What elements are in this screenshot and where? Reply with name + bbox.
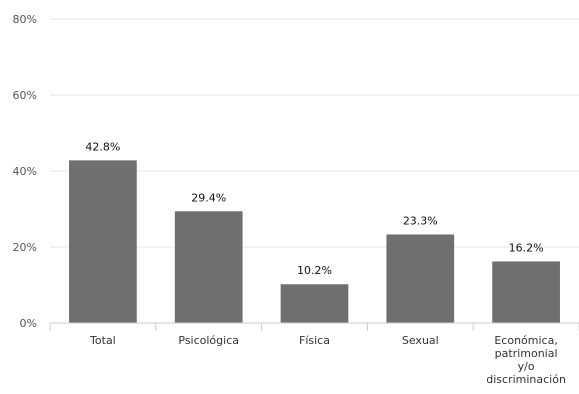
x-category-label: Total: [89, 334, 116, 347]
bar: [174, 211, 243, 323]
bars: [69, 160, 560, 323]
x-axis: Total Psicológica Física Sexual Económica, pa…: [49, 322, 579, 386]
x-category-label-line: Económica,: [494, 334, 558, 347]
bar: [386, 234, 455, 323]
x-category-label: Física: [299, 334, 330, 347]
x-category-label-line: discriminación: [486, 373, 566, 386]
x-category-label-line: y/o: [518, 360, 535, 373]
x-category-label-line: Física: [299, 334, 330, 347]
gridlines: [50, 18, 579, 248]
data-labels: 42.8% 29.4% 10.2% 23.3% 16.2%: [85, 140, 543, 277]
x-category-label: Sexual: [402, 334, 439, 347]
y-tick-label: 60%: [13, 89, 37, 102]
data-label: 29.4%: [191, 191, 226, 204]
data-label: 16.2%: [509, 241, 544, 254]
bar: [280, 284, 349, 323]
data-label: 10.2%: [297, 264, 332, 277]
y-tick-label: 0%: [20, 317, 37, 330]
y-tick-label: 20%: [13, 241, 37, 254]
data-label: 23.3%: [403, 214, 438, 227]
y-axis-ticks: 0% 20% 40% 60% 80%: [13, 13, 37, 330]
y-tick-label: 40%: [13, 165, 37, 178]
x-category-label: Económica, patrimonial y/o discriminación: [486, 334, 566, 386]
x-category-label-line: Sexual: [402, 334, 439, 347]
data-label: 42.8%: [85, 140, 120, 153]
x-category-label-line: patrimonial: [495, 347, 558, 360]
x-category-label-line: Psicológica: [178, 334, 239, 347]
x-category-label: Psicológica: [178, 334, 239, 347]
x-category-label-line: Total: [89, 334, 116, 347]
bar: [69, 160, 137, 323]
bar: [492, 261, 560, 323]
y-tick-label: 80%: [13, 13, 37, 26]
